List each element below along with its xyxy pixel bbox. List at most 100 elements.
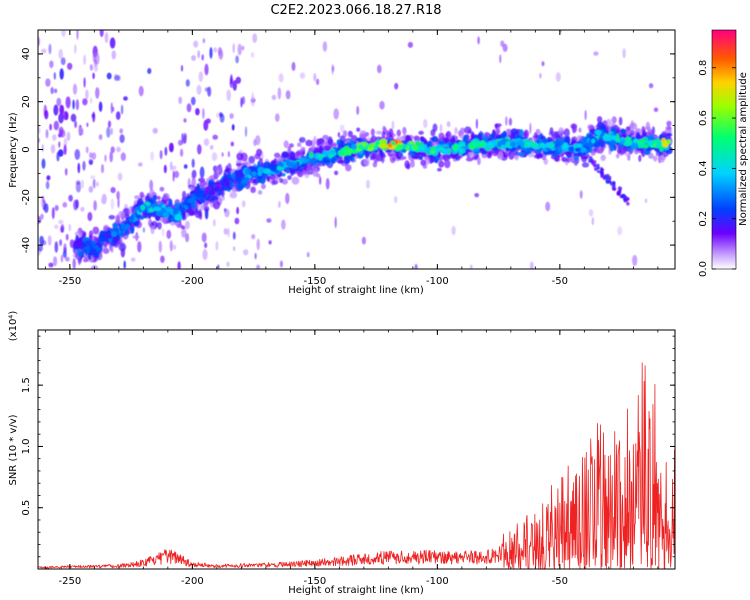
ridge-cell <box>411 144 418 151</box>
noise-cell <box>394 82 399 90</box>
ridge-cell <box>82 232 87 238</box>
noise-cell <box>212 134 218 140</box>
noise-cell <box>41 144 44 153</box>
ridge-cell <box>387 142 393 148</box>
ridge-cell <box>593 141 601 148</box>
noise-cell <box>147 68 152 74</box>
noise-cell <box>106 72 112 80</box>
noise-cell <box>75 99 79 111</box>
noise-cell <box>177 139 183 146</box>
ridge-cell <box>288 143 294 148</box>
ridge-cell <box>495 134 503 140</box>
ridge-cell <box>496 129 500 135</box>
ridge-cell <box>382 125 386 132</box>
ridge-cell <box>155 210 164 217</box>
noise-cell <box>235 55 239 64</box>
noise-cell <box>57 149 64 157</box>
noise-cell <box>94 52 100 65</box>
noise-cell <box>215 241 219 251</box>
ridge-cell <box>137 213 141 220</box>
noise-cell <box>92 178 96 189</box>
ridge-cell <box>595 131 602 136</box>
ridge-cell <box>236 162 242 167</box>
noise-cell <box>104 32 109 44</box>
noise-cell <box>499 54 502 64</box>
ridge-cell <box>572 143 581 149</box>
ridge-cell <box>535 129 541 134</box>
noise-cell <box>394 196 398 204</box>
spectrogram-y-label: Frequency (Hz) <box>8 112 19 188</box>
noise-cell <box>217 264 220 269</box>
noise-cell <box>93 200 97 211</box>
ridge-cell <box>287 146 292 154</box>
ridge-cell <box>286 161 295 168</box>
ridge-cell <box>124 229 130 236</box>
noise-cell <box>59 239 62 247</box>
x-tick-label: -150 <box>303 576 326 587</box>
noise-cell <box>59 104 65 115</box>
ridge-cell <box>438 160 445 168</box>
noise-cell <box>77 162 81 174</box>
ridge-cell <box>408 140 415 145</box>
noise-cell <box>51 207 55 220</box>
noise-cell <box>75 181 81 193</box>
noise-cell <box>232 80 237 91</box>
ridge-cell <box>612 181 615 186</box>
ridge-cell <box>121 224 127 231</box>
ridge-cell <box>308 151 314 159</box>
ridge-cell <box>487 140 493 148</box>
noise-cell <box>256 238 260 251</box>
ridge-cell <box>337 159 345 164</box>
y-tick-label: 1.5 <box>21 377 32 393</box>
ridge-cell <box>378 143 386 149</box>
noise-cell <box>101 164 104 174</box>
ridge-cell <box>350 143 358 150</box>
ridge-cell <box>574 147 581 152</box>
ridge-cell <box>573 160 578 166</box>
ridge-cell <box>400 143 408 150</box>
ridge-cell <box>666 120 672 127</box>
ridge-cell <box>111 231 117 237</box>
snr-series-line <box>38 362 675 569</box>
noise-cell <box>291 61 296 71</box>
ridge-cell <box>221 178 229 184</box>
ridge-cell <box>604 133 613 142</box>
ridge-cell <box>438 132 445 140</box>
noise-cell <box>209 47 213 59</box>
snr-y-multiplier: (x10⁴) <box>8 311 19 342</box>
ridge-cell <box>301 171 308 176</box>
ridge-cell <box>257 190 263 195</box>
ridge-cell <box>88 248 97 253</box>
ridge-cell <box>355 137 363 142</box>
noise-cell <box>529 122 532 134</box>
noise-cell <box>237 43 242 56</box>
ridge-cell <box>510 128 518 135</box>
noise-cell <box>40 213 44 220</box>
ridge-cell <box>305 166 311 176</box>
noise-cell <box>49 60 54 69</box>
ridge-cell <box>281 151 289 158</box>
noise-cell <box>40 198 45 208</box>
ridge-cell <box>102 247 109 252</box>
noise-cell <box>337 132 341 138</box>
noise-cell <box>61 30 66 37</box>
ridge-cell <box>578 147 587 153</box>
noise-cell <box>159 150 163 160</box>
ridge-cell <box>197 193 204 199</box>
noise-cell <box>54 224 59 230</box>
noise-cell <box>161 227 165 237</box>
spectrogram-x-label: Height of straight line (km) <box>288 285 424 296</box>
noise-cell <box>115 111 121 120</box>
ridge-cell <box>272 165 277 171</box>
ridge-cell <box>533 145 541 150</box>
noise-cell <box>54 241 59 253</box>
colorbar-ticks: 0.0 0.2 0.4 0.6 0.8 <box>698 60 736 277</box>
ridge-cell <box>515 139 524 146</box>
noise-cell <box>68 194 73 202</box>
noise-cell <box>110 247 114 253</box>
ridge-cell <box>652 139 658 144</box>
ridge-cell <box>238 173 245 178</box>
ridge-cell <box>625 139 633 146</box>
noise-cell <box>164 146 168 156</box>
ridge-cell <box>568 146 575 151</box>
